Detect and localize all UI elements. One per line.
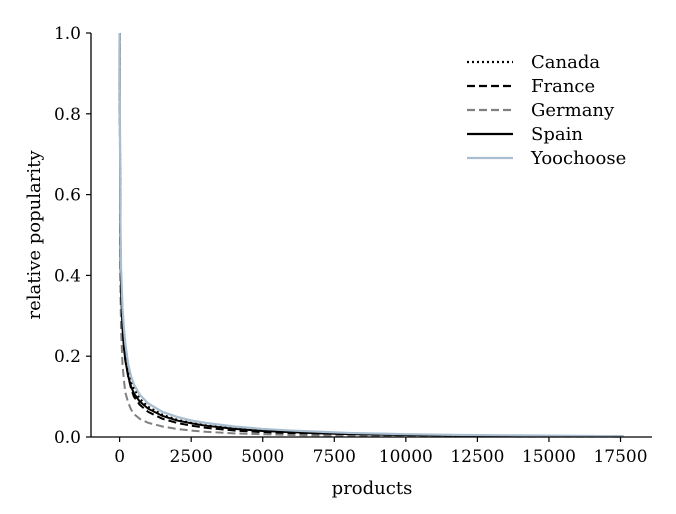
series-line-yoochoose bbox=[118, 32, 624, 438]
y-ticks: 0.0 0.2 0.4 0.6 0.8 1.0 bbox=[54, 24, 91, 448]
y-tick-label: 0.6 bbox=[54, 186, 81, 206]
y-tick-label: 1.0 bbox=[54, 24, 81, 44]
x-tick-label: 17500 bbox=[593, 447, 647, 467]
y-tick-label: 0.4 bbox=[54, 266, 81, 286]
x-ticks: 0 2500 5000 7500 10000 12500 15000 17500 bbox=[114, 437, 648, 467]
y-axis-title: relative popularity bbox=[24, 150, 45, 320]
legend-label-canada: Canada bbox=[531, 52, 600, 73]
x-tick-label: 7500 bbox=[313, 447, 356, 467]
y-tick-label: 0.8 bbox=[54, 105, 81, 125]
x-axis-title: products bbox=[332, 478, 413, 499]
legend-label-spain: Spain bbox=[531, 124, 583, 145]
series-lines bbox=[118, 32, 624, 438]
x-tick-label: 10000 bbox=[379, 447, 433, 467]
legend: Canada France Germany Spain Yoochoose bbox=[467, 52, 626, 169]
x-tick-label: 5000 bbox=[241, 447, 284, 467]
y-tick-label: 0.2 bbox=[54, 347, 81, 367]
x-tick-label: 0 bbox=[114, 447, 125, 467]
y-tick-label: 0.0 bbox=[54, 428, 81, 448]
legend-label-germany: Germany bbox=[531, 100, 615, 121]
x-tick-label: 15000 bbox=[522, 447, 576, 467]
x-tick-label: 12500 bbox=[450, 447, 504, 467]
axes bbox=[90, 33, 652, 438]
legend-label-france: France bbox=[531, 76, 595, 97]
x-tick-label: 2500 bbox=[170, 447, 213, 467]
legend-label-yoochoose: Yoochoose bbox=[530, 148, 626, 169]
